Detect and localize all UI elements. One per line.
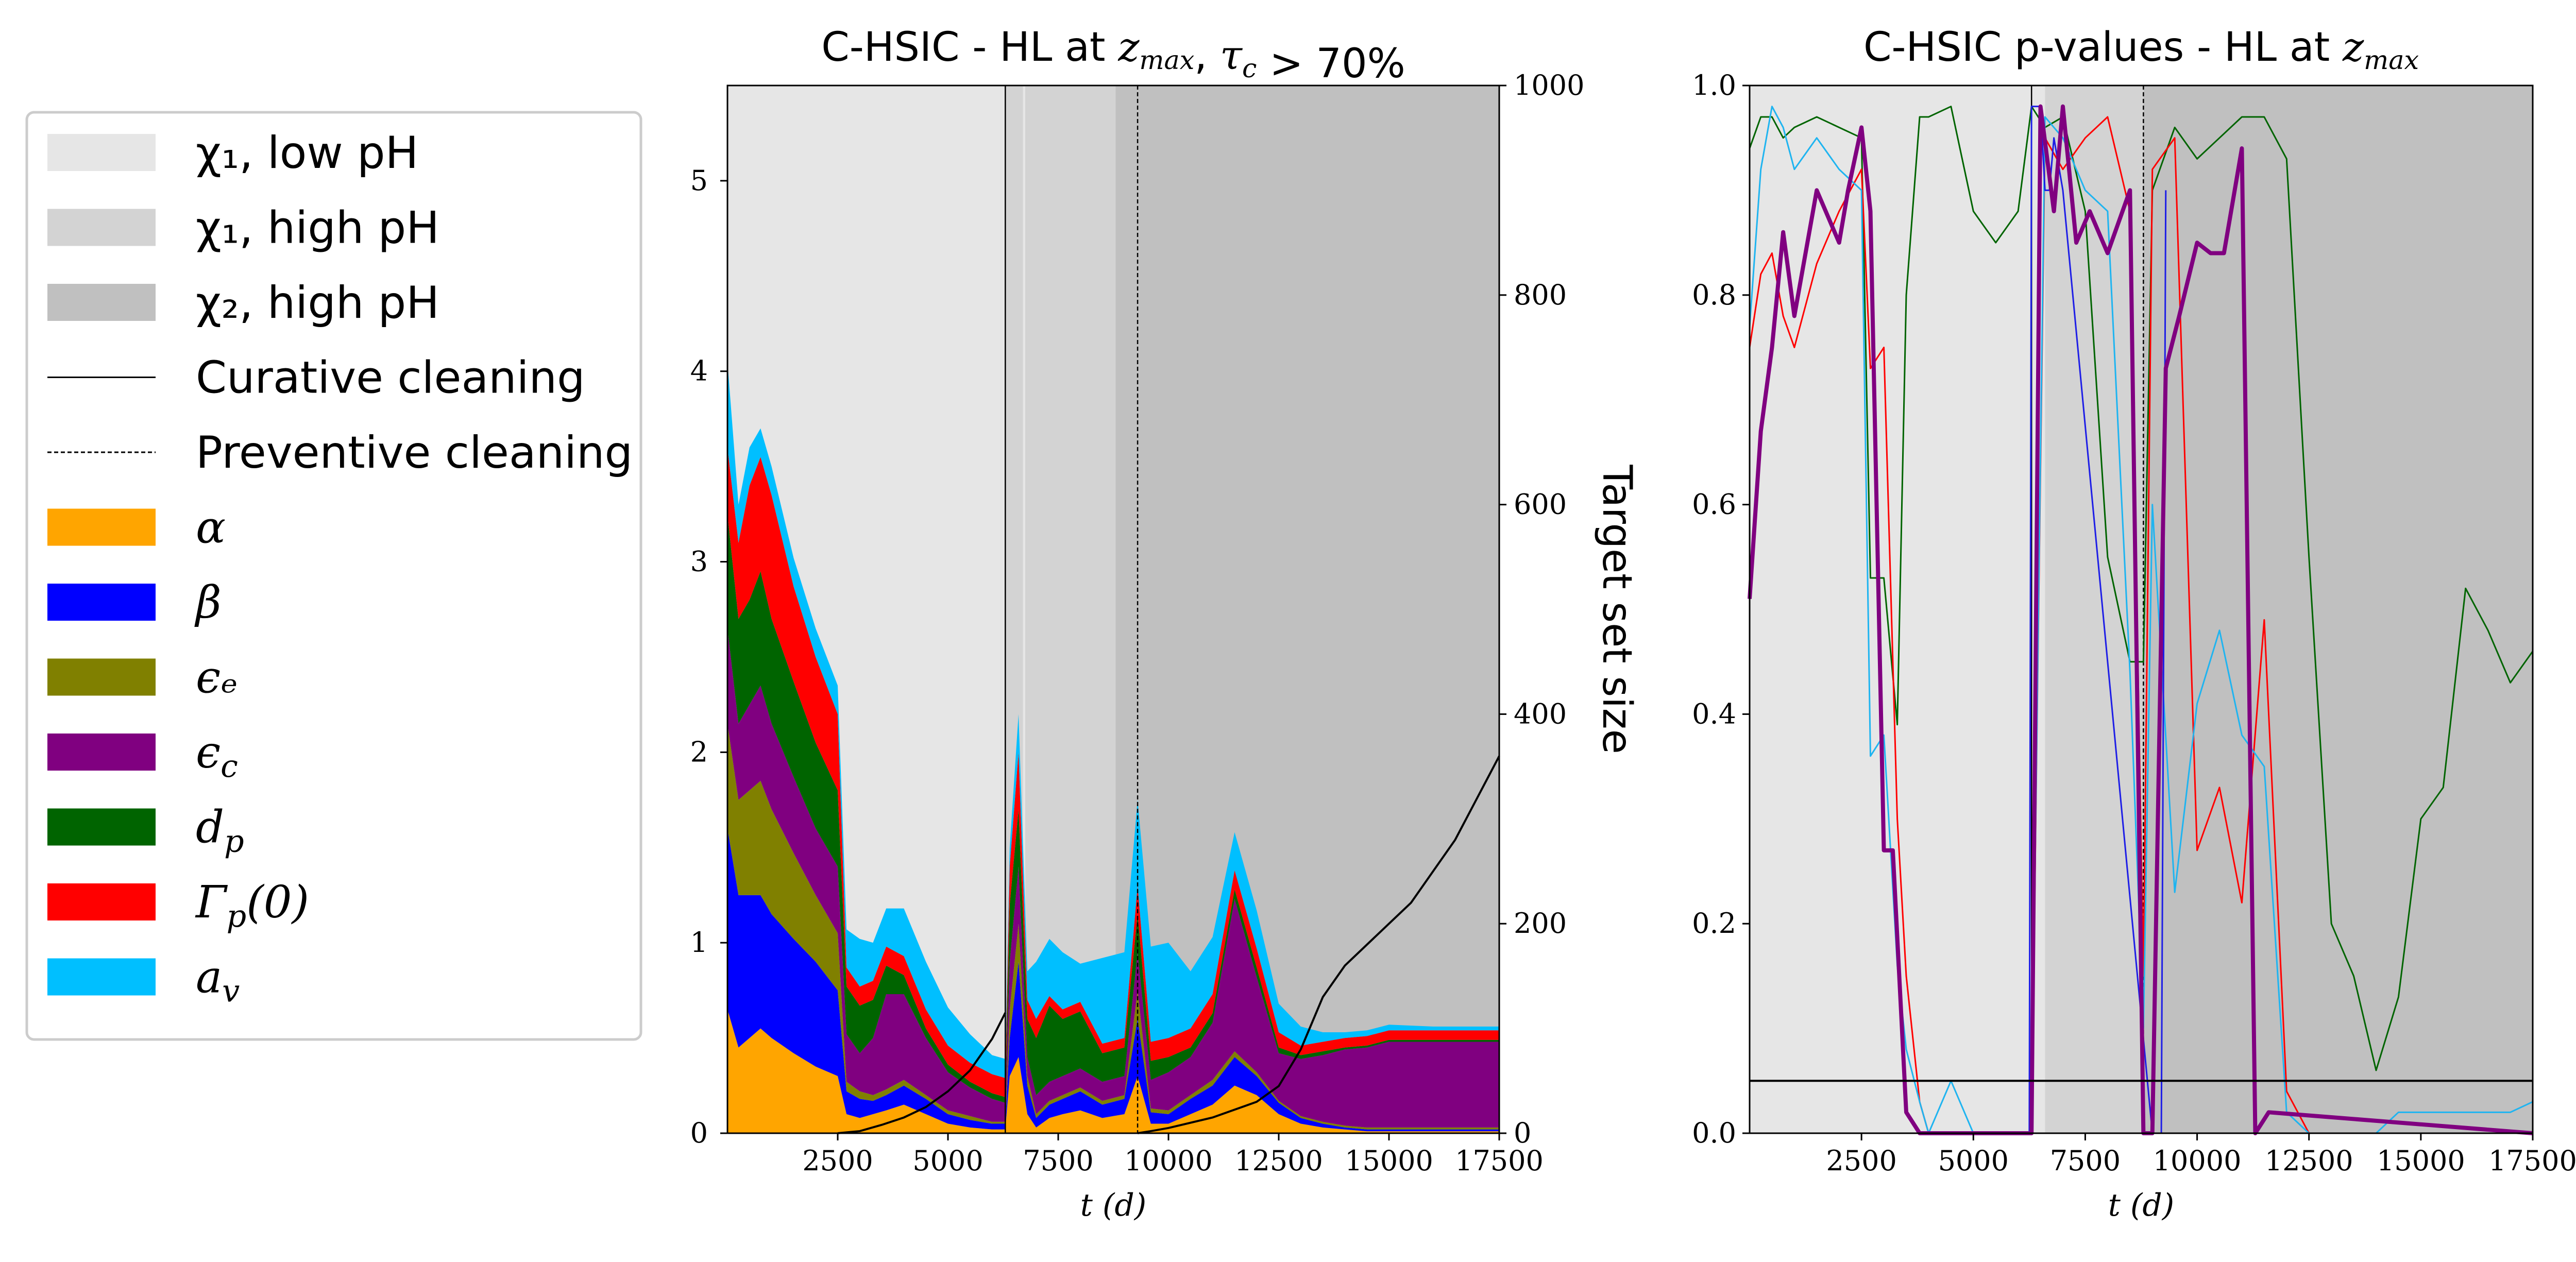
x-tick-label-6: 17500 <box>2488 1145 2576 1177</box>
x-axis-label: t (d) <box>1080 1187 1146 1223</box>
legend-label-1: χ₁, high pH <box>196 202 439 254</box>
plot-frame <box>726 84 1500 1134</box>
legend-label-10: Γp(0) <box>195 877 309 934</box>
x-tick-label-1: 5000 <box>912 1145 983 1177</box>
legend-swatch-10 <box>47 883 156 920</box>
x-tick-label-4: 12500 <box>2265 1145 2353 1177</box>
legend-swatch-11 <box>47 958 156 996</box>
y-tick-label-3: 3 <box>690 545 708 578</box>
legend-frame <box>25 111 642 1041</box>
legend: χ₁, low pH χ₁, high pH χ₂, high pH Curative… <box>25 111 642 1041</box>
y-tick-label-5: 1.0 <box>1692 69 1736 101</box>
legend-swatch-9 <box>47 808 156 846</box>
x-tick-label-0: 2500 <box>1826 1145 1896 1177</box>
legend-swatch-8 <box>47 734 156 771</box>
y2-tick-label-0: 0 <box>1514 1117 1531 1149</box>
legend-label-3: Curative cleaning <box>196 352 585 404</box>
y2-tick-label-1: 200 <box>1514 907 1567 940</box>
y2-tick-label-5: 1000 <box>1514 69 1584 101</box>
y2-tick-label-3: 600 <box>1514 488 1567 521</box>
legend-label-7: ϵₑ <box>196 652 238 704</box>
legend-swatch-5 <box>47 508 156 546</box>
legend-label-2: χ₂, high pH <box>196 277 439 329</box>
target-set-line-1 <box>1137 755 1500 1134</box>
chart-title: C-HSIC - HL at zmax, τc > 70% <box>821 24 1405 87</box>
plot-frame <box>1749 84 2534 1134</box>
y-tick-label-4: 4 <box>690 355 708 387</box>
region-2 <box>2143 86 2533 1133</box>
y2-tick-label-4: 800 <box>1514 279 1567 311</box>
y2-axis-label: Target set size <box>1594 464 1640 754</box>
x-tick-label-2: 7500 <box>1023 1145 1093 1177</box>
y2-tick-label-2: 400 <box>1514 697 1567 730</box>
y-tick-label-0: 0 <box>690 1117 708 1149</box>
legend-label-4: Preventive cleaning <box>196 427 633 479</box>
y-tick-label-3: 0.6 <box>1692 488 1736 521</box>
chart-title: C-HSIC p-values - HL at zmax <box>1863 24 2419 75</box>
legend-label-8: ϵc <box>196 727 238 785</box>
area-series-0 <box>727 1009 1499 1133</box>
legend-label-0: χ₁, low pH <box>196 127 418 179</box>
x-axis-label: t (d) <box>2108 1187 2174 1223</box>
region-2 <box>1023 86 1025 1133</box>
legend-label-5: α <box>196 502 226 554</box>
y-tick-label-1: 0.2 <box>1692 907 1736 940</box>
y-tick-label-0: 0.0 <box>1692 1117 1736 1149</box>
legend-swatch-6 <box>47 584 156 621</box>
x-tick-label-2: 7500 <box>2050 1145 2121 1177</box>
y-tick-label-2: 0.4 <box>1692 697 1736 730</box>
legend-swatch-1 <box>47 209 156 246</box>
x-tick-label-6: 17500 <box>1455 1145 1544 1177</box>
p-value-line-chart: 2500 5000 7500 10000 12500 15000 17500 0.0 0.2 0.… <box>1692 24 2576 1223</box>
stacked-area-chart: 2500 5000 7500 10000 12500 15000 1750001234502… <box>690 24 1640 1223</box>
area-series-5 <box>727 447 1499 1097</box>
x-tick-label-0: 2500 <box>802 1145 873 1177</box>
y-tick-label-5: 5 <box>690 164 708 197</box>
legend-swatch-2 <box>47 284 156 321</box>
area-series-3 <box>727 628 1499 1128</box>
legend-label-11: av <box>196 952 240 1010</box>
legend-swatch-7 <box>47 658 156 696</box>
y-tick-label-1: 1 <box>690 926 708 959</box>
y-tick-label-2: 2 <box>690 736 708 768</box>
target-set-line-0 <box>837 1012 1007 1134</box>
legend-swatch-0 <box>47 134 156 171</box>
x-tick-label-5: 15000 <box>1345 1145 1433 1177</box>
x-tick-label-1: 5000 <box>1938 1145 2009 1177</box>
y-tick-label-4: 0.8 <box>1692 279 1736 311</box>
pvalue-line-cyan <box>1749 106 2533 1134</box>
x-tick-label-4: 12500 <box>1234 1145 1323 1177</box>
x-tick-label-3: 10000 <box>1124 1145 1213 1177</box>
region-1 <box>2045 86 2144 1133</box>
x-tick-label-3: 10000 <box>2153 1145 2242 1177</box>
legend-label-6: β <box>194 577 222 628</box>
x-tick-label-5: 15000 <box>2377 1145 2465 1177</box>
legend-label-9: dp <box>196 802 244 860</box>
